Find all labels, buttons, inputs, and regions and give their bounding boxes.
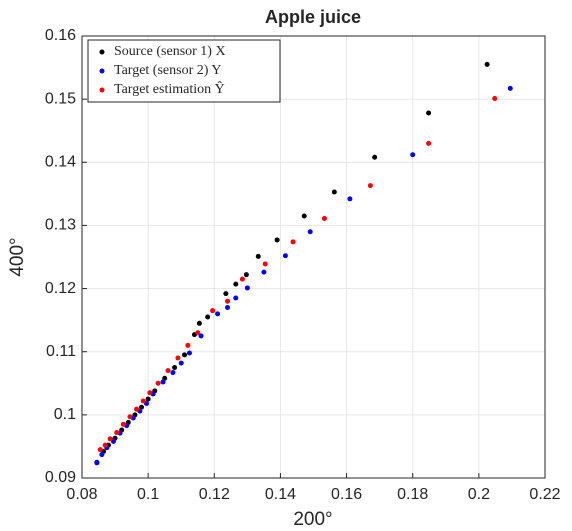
legend-label: Target (sensor 2) Y (114, 63, 222, 78)
x-tick-label: 0.1 (137, 486, 159, 503)
point (165, 368, 171, 374)
x-tick-label: 0.2 (468, 486, 490, 503)
point (139, 404, 145, 410)
point (372, 154, 378, 160)
legend-marker (99, 68, 105, 74)
y-tick-label: 0.1 (54, 406, 76, 423)
x-tick-label: 0.22 (529, 486, 560, 503)
point (155, 380, 161, 386)
point (426, 110, 432, 116)
point (99, 452, 105, 458)
legend: Source (sensor 1) X Target (sensor 2) Y Ta… (87, 39, 281, 103)
point (162, 375, 168, 381)
x-tick-label: 0.14 (265, 486, 296, 503)
point (195, 330, 201, 336)
chart-title: Apple juice (265, 7, 361, 27)
point (182, 352, 188, 358)
point (331, 189, 337, 195)
point (172, 365, 178, 370)
point (233, 281, 239, 287)
point (102, 442, 108, 448)
x-tick-label: 0.12 (199, 486, 230, 503)
point (97, 447, 103, 453)
point (94, 460, 100, 466)
point (290, 239, 296, 245)
point (140, 398, 146, 404)
point (255, 253, 261, 259)
point (243, 272, 249, 278)
point (367, 183, 373, 189)
point (233, 295, 239, 301)
point (225, 298, 231, 304)
point (484, 61, 490, 67)
point (225, 305, 231, 311)
x-tick-label: 0.16 (331, 486, 362, 503)
legend-box (87, 39, 281, 103)
legend-marker (99, 87, 105, 93)
point (239, 276, 245, 282)
point (175, 355, 181, 361)
y-tick-label: 0.09 (45, 469, 76, 486)
point (321, 215, 327, 221)
point (127, 414, 133, 420)
point (301, 213, 307, 219)
point (170, 370, 176, 376)
legend-label: Target estimation Ŷ (114, 80, 225, 97)
point (274, 237, 280, 243)
point (410, 152, 416, 158)
y-tick-label: 0.15 (45, 90, 76, 107)
point (147, 390, 153, 396)
y-tick-label: 0.16 (45, 27, 76, 44)
point (210, 308, 216, 314)
point (145, 396, 151, 402)
point (120, 421, 126, 427)
point (205, 314, 211, 320)
legend-marker (99, 49, 105, 55)
point (307, 229, 313, 235)
point (107, 436, 113, 442)
point (215, 311, 221, 317)
x-tick-label: 0.18 (397, 486, 428, 503)
x-axis-label: 200° (293, 509, 332, 530)
point (262, 261, 268, 267)
point (160, 379, 166, 385)
y-tick-label: 0.13 (45, 217, 76, 234)
point (114, 430, 120, 436)
legend-label: Source (sensor 1) X (114, 44, 226, 59)
y-tick-label: 0.11 (46, 343, 76, 360)
point (198, 333, 204, 339)
point (134, 406, 140, 412)
y-tick-label: 0.14 (45, 154, 76, 171)
y-axis-label: 400° (7, 237, 28, 276)
plot-area (82, 36, 545, 478)
point (178, 360, 184, 366)
point (196, 320, 202, 326)
plot-frame (81, 35, 546, 479)
point (261, 269, 267, 275)
point (492, 96, 498, 102)
x-tick-label: 0.08 (66, 486, 97, 503)
point (223, 291, 229, 297)
point (185, 342, 191, 348)
y-tick-label: 0.12 (45, 280, 76, 297)
point (186, 350, 192, 356)
point (507, 85, 513, 91)
point (244, 285, 250, 291)
point (347, 196, 353, 202)
point (426, 140, 432, 146)
point (282, 253, 288, 259)
